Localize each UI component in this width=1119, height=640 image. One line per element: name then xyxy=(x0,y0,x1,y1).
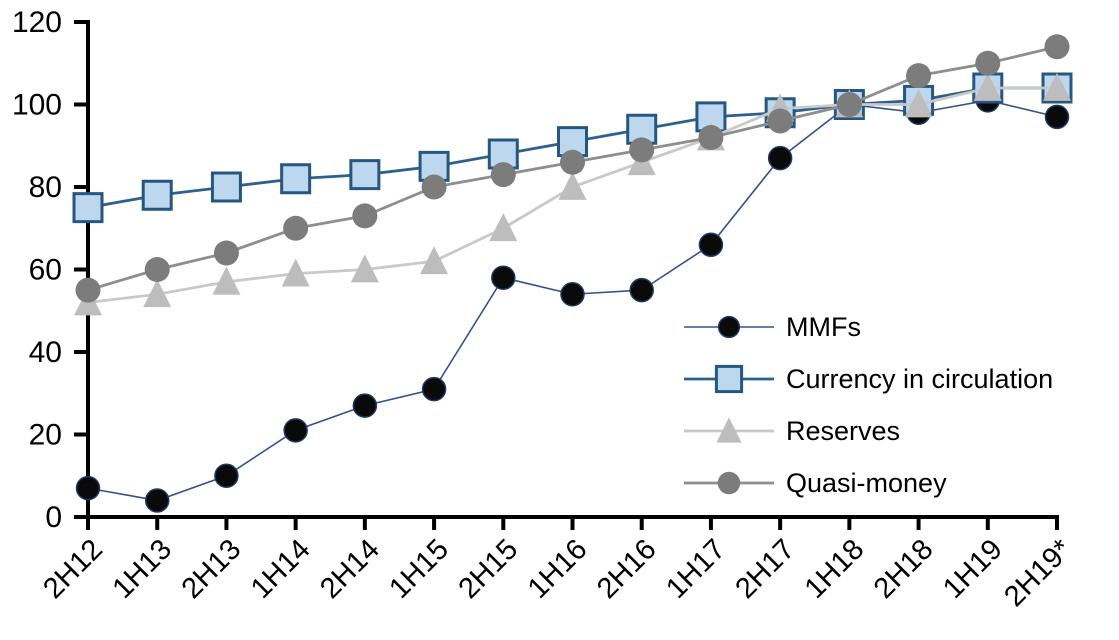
circle-marker xyxy=(491,265,516,290)
y-axis-tick-label: 60 xyxy=(29,254,62,287)
x-axis-tick-label: 2H19* xyxy=(998,533,1078,613)
y-axis-tick-label: 120 xyxy=(12,6,62,39)
circle-marker xyxy=(283,418,308,443)
circle-marker xyxy=(1044,104,1070,130)
legend-item-reserves: Reserves xyxy=(684,416,900,446)
x-axis-tick-label: 1H14 xyxy=(245,533,317,605)
circle-marker xyxy=(836,92,862,117)
triangle-marker xyxy=(716,417,742,443)
circle-marker xyxy=(560,149,585,175)
circle-marker xyxy=(213,240,239,266)
legend-label: MMFs xyxy=(786,312,861,342)
circle-marker xyxy=(75,277,101,303)
x-axis-tick-label: 2H17 xyxy=(729,533,801,605)
x-axis-tick-label: 1H16 xyxy=(522,533,594,605)
y-axis-tick-label: 80 xyxy=(29,171,62,204)
circle-marker xyxy=(214,463,239,488)
legend-item-mmfs: MMFs xyxy=(684,312,861,342)
triangle-marker xyxy=(143,279,172,308)
circle-marker xyxy=(352,393,378,418)
y-axis-tick-label: 40 xyxy=(29,336,62,369)
circle-marker xyxy=(560,282,585,307)
series-quasi-money xyxy=(75,34,1070,303)
x-axis-tick-label: 1H17 xyxy=(660,533,732,605)
circle-marker xyxy=(717,471,741,495)
triangle-marker xyxy=(212,266,241,295)
circle-marker xyxy=(1044,34,1070,60)
circle-marker xyxy=(629,277,654,303)
triangle-marker xyxy=(489,213,518,242)
legend-item-currency-in-circulation: Currency in circulation xyxy=(684,364,1053,394)
x-axis-tick-label: 1H18 xyxy=(799,533,871,605)
circle-marker xyxy=(352,203,378,229)
x-axis-tick-label: 2H14 xyxy=(314,533,386,605)
square-marker xyxy=(714,364,744,394)
x-axis-tick-label: 2H13 xyxy=(176,533,248,605)
circle-marker xyxy=(421,174,447,200)
x-axis-tick-label: 2H12 xyxy=(37,533,109,605)
circle-marker xyxy=(717,315,741,339)
square-marker xyxy=(72,192,104,224)
circle-marker xyxy=(283,215,309,241)
y-axis-tick-label: 20 xyxy=(29,419,62,452)
square-marker xyxy=(210,171,242,203)
circle-marker xyxy=(629,137,655,163)
x-axis-tick-label: 2H15 xyxy=(453,533,525,605)
x-axis-tick-label: 1H19 xyxy=(937,533,1009,605)
triangle-marker xyxy=(350,254,379,283)
circle-marker xyxy=(906,63,932,89)
square-marker xyxy=(141,179,173,211)
legend: MMFs Currency in circulation Reserves Quasi… xyxy=(684,312,1053,498)
circle-marker xyxy=(698,125,724,150)
legend-item-quasi-money: Quasi-money xyxy=(684,468,947,498)
x-axis-tick-label: 1H13 xyxy=(107,533,179,605)
triangle-marker xyxy=(281,258,310,287)
square-marker xyxy=(349,159,381,191)
square-marker xyxy=(280,163,312,195)
circle-marker xyxy=(144,257,170,282)
triangle-marker xyxy=(558,171,587,200)
circle-marker xyxy=(975,50,1001,76)
legend-label: Currency in circulation xyxy=(786,364,1053,394)
circle-marker xyxy=(144,488,170,513)
triangle-marker xyxy=(973,72,1002,101)
circle-marker xyxy=(75,475,101,501)
legend-label: Quasi-money xyxy=(786,468,947,498)
circle-marker xyxy=(767,108,793,134)
y-axis-tick-label: 100 xyxy=(12,89,62,122)
y-axis-tick-label: 0 xyxy=(45,501,62,534)
x-axis-tick-label: 2H16 xyxy=(591,533,663,605)
circle-marker xyxy=(767,145,793,171)
square-marker xyxy=(487,138,519,170)
circle-marker xyxy=(698,232,724,257)
circle-marker xyxy=(490,162,516,188)
triangle-marker xyxy=(904,89,933,118)
legend-label: Reserves xyxy=(786,416,900,446)
x-axis-tick-label: 1H15 xyxy=(383,533,455,605)
circle-marker xyxy=(421,376,447,402)
triangle-marker xyxy=(1043,72,1071,101)
triangle-marker xyxy=(420,246,449,275)
x-axis-tick-label: 2H18 xyxy=(868,533,940,605)
